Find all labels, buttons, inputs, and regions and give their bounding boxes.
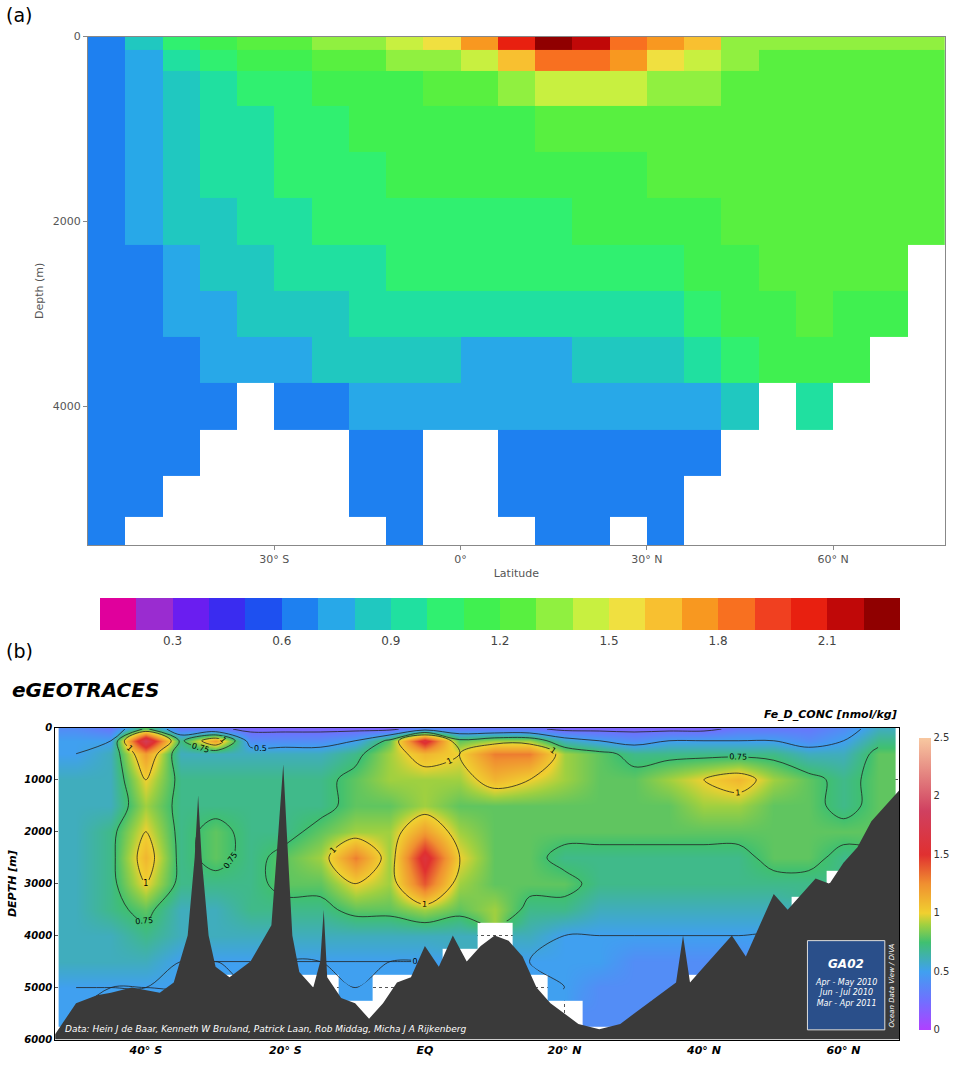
- svg-text:GA02: GA02: [828, 957, 864, 971]
- svg-text:1: 1: [735, 788, 741, 797]
- svg-text:EQ: EQ: [416, 1044, 433, 1057]
- svg-text:2000: 2000: [53, 215, 81, 228]
- svg-text:2.5: 2.5: [934, 732, 950, 743]
- svg-text:0.6: 0.6: [272, 634, 291, 648]
- svg-text:6000: 6000: [24, 1034, 52, 1045]
- svg-text:0: 0: [934, 1024, 940, 1035]
- svg-text:0: 0: [74, 30, 81, 43]
- svg-text:0.9: 0.9: [381, 634, 400, 648]
- svg-text:1.8: 1.8: [709, 634, 728, 648]
- svg-text:0.75: 0.75: [191, 741, 211, 754]
- svg-text:Data: Hein J de Baar, Kenneth: Data: Hein J de Baar, Kenneth W Bruland,…: [65, 1024, 466, 1034]
- svg-text:40° S: 40° S: [129, 1044, 163, 1057]
- svg-text:4000: 4000: [53, 400, 81, 413]
- svg-text:30° S: 30° S: [259, 553, 289, 566]
- svg-text:0: 0: [45, 722, 52, 733]
- svg-text:1: 1: [143, 879, 148, 888]
- svg-text:DEPTH [m]: DEPTH [m]: [6, 850, 19, 917]
- svg-text:1.5: 1.5: [934, 849, 950, 860]
- svg-text:5000: 5000: [24, 982, 52, 993]
- svg-text:1: 1: [125, 743, 135, 753]
- svg-text:1.5: 1.5: [599, 634, 618, 648]
- svg-text:2: 2: [934, 790, 940, 801]
- svg-text:2.1: 2.1: [818, 634, 837, 648]
- svg-text:Ocean Data View / DIVA: Ocean Data View / DIVA: [888, 944, 896, 1028]
- svg-text:0.75: 0.75: [135, 916, 153, 926]
- svg-text:30° N: 30° N: [631, 553, 662, 566]
- svg-text:60° N: 60° N: [827, 1044, 861, 1057]
- svg-text:1.2: 1.2: [490, 634, 509, 648]
- svg-text:1: 1: [218, 735, 228, 745]
- svg-text:Apr - May 2010Jun - Jul 2010Ma: Apr - May 2010Jun - Jul 2010Mar - Apr 20…: [815, 978, 877, 1008]
- svg-text:1: 1: [422, 900, 427, 909]
- svg-text:0.3: 0.3: [163, 634, 182, 648]
- svg-text:0.75: 0.75: [222, 851, 240, 871]
- svg-text:eGEOTRACES: eGEOTRACES: [12, 678, 159, 702]
- svg-text:Depth (m): Depth (m): [33, 263, 46, 319]
- svg-text:20° N: 20° N: [548, 1044, 582, 1057]
- svg-text:(a): (a): [6, 4, 32, 26]
- svg-text:0.5: 0.5: [934, 966, 950, 977]
- svg-text:1: 1: [328, 845, 338, 855]
- svg-text:40° N: 40° N: [686, 1044, 721, 1057]
- svg-text:60° N: 60° N: [817, 553, 848, 566]
- svg-text:0.75: 0.75: [729, 752, 747, 761]
- svg-text:20° S: 20° S: [269, 1044, 302, 1057]
- svg-text:1: 1: [445, 756, 453, 766]
- svg-text:Fe_D_CONC [nmol/kg]: Fe_D_CONC [nmol/kg]: [764, 708, 897, 721]
- svg-text:1: 1: [548, 746, 557, 756]
- svg-text:2000: 2000: [24, 826, 52, 837]
- svg-text:0.5: 0.5: [254, 744, 267, 753]
- svg-text:1: 1: [934, 907, 940, 918]
- svg-text:0.5: 0.5: [412, 957, 425, 966]
- svg-text:Latitude: Latitude: [494, 567, 540, 580]
- svg-text:0°: 0°: [454, 553, 467, 566]
- svg-text:4000: 4000: [23, 930, 52, 941]
- svg-text:1000: 1000: [24, 774, 52, 785]
- svg-text:(b): (b): [6, 640, 33, 662]
- svg-text:0.5: 0.5: [757, 929, 770, 938]
- svg-text:3000: 3000: [24, 878, 52, 889]
